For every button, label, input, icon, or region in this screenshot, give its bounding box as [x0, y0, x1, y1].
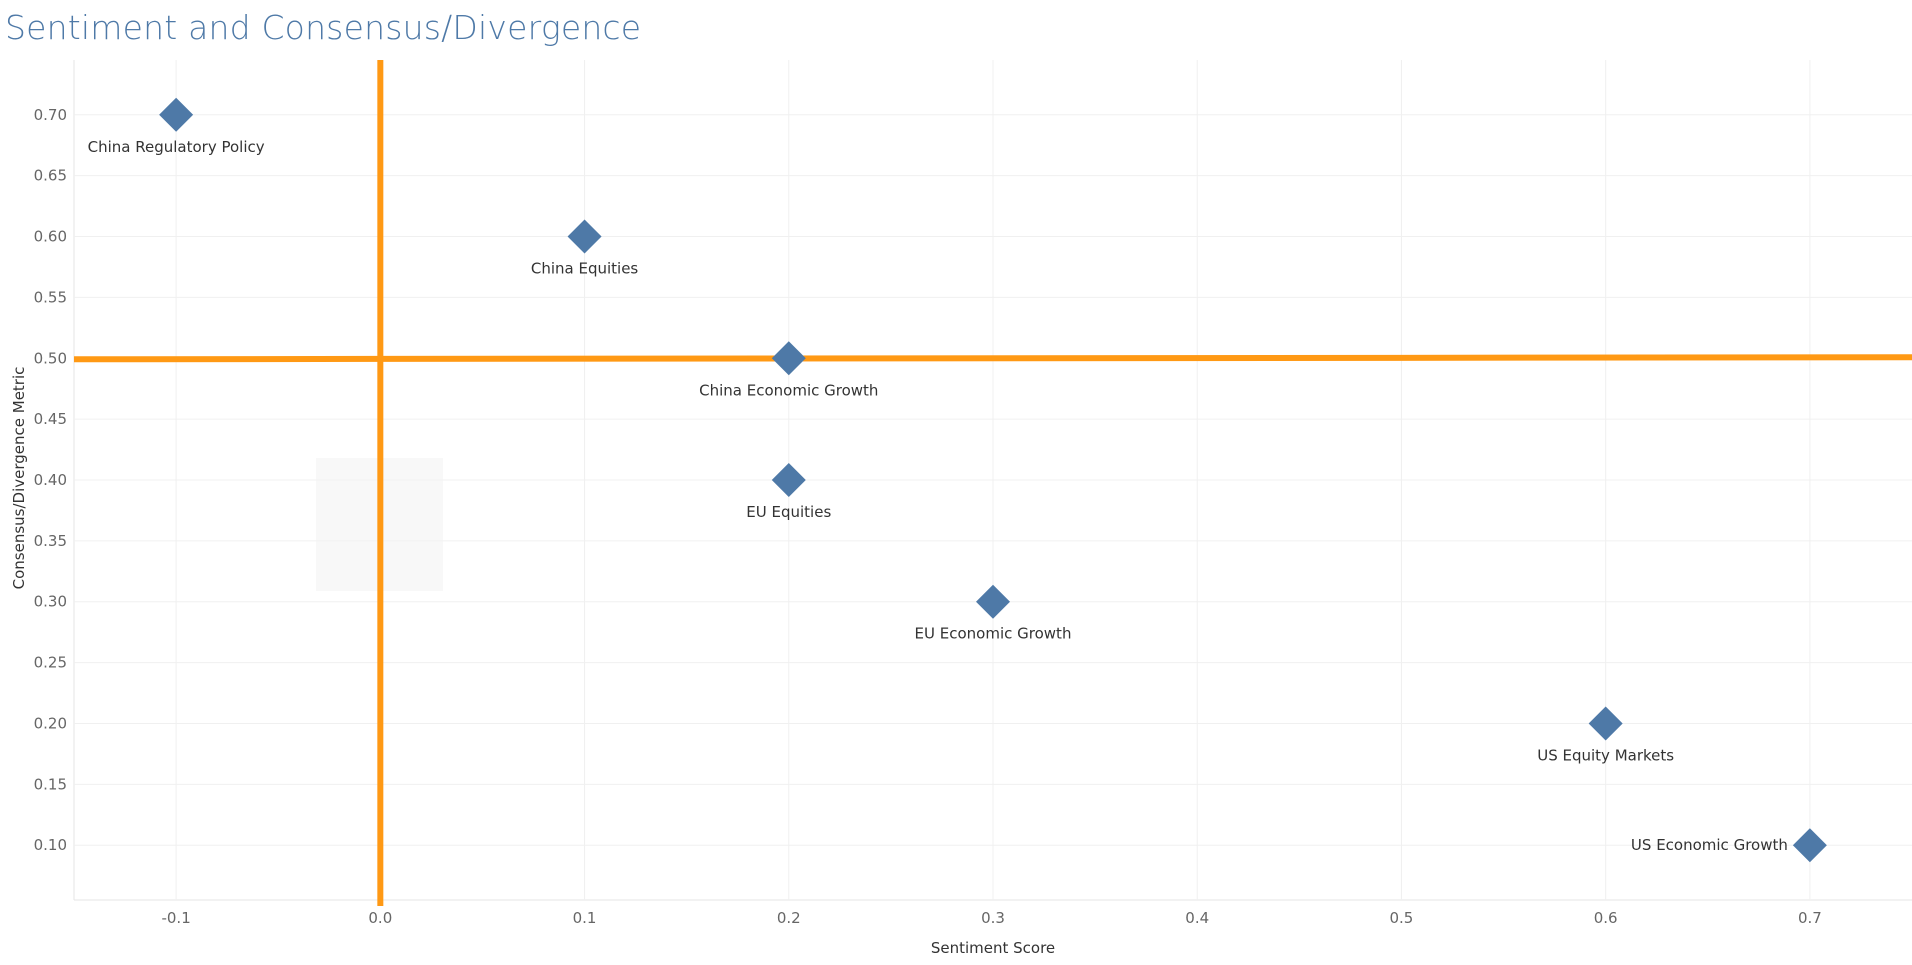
- y-tick-label: 0.70: [34, 106, 67, 124]
- chart-title: Sentiment and Consensus/Divergence: [5, 8, 642, 47]
- y-tick-label: 0.10: [34, 836, 67, 854]
- diamond-marker[interactable]: [1792, 828, 1827, 863]
- y-tick-label: 0.40: [34, 471, 67, 489]
- x-tick-label: -0.1: [161, 909, 190, 927]
- reference-lines: [73, 60, 1912, 906]
- x-tick-label: 0.4: [1185, 909, 1209, 927]
- point-label: US Equity Markets: [1537, 746, 1674, 764]
- y-tick-label: 0.30: [34, 593, 67, 611]
- x-axis-ticks: -0.1 0.0 0.1 0.2 0.3 0.4 0.5 0.6 0.7: [161, 909, 1821, 927]
- y-tick-label: 0.35: [34, 532, 67, 550]
- y-axis-ticks: 0.10 0.15 0.20 0.25 0.30 0.35 0.40 0.45 0.50 0.55…: [34, 106, 67, 854]
- point-label: US Economic Growth: [1631, 836, 1788, 854]
- x-tick-label: 0.1: [573, 909, 597, 927]
- point-label: EU Economic Growth: [915, 625, 1072, 643]
- y-tick-label: 0.15: [34, 775, 67, 793]
- scatter-point[interactable]: US Equity Markets: [1537, 706, 1674, 764]
- x-tick-label: 0.6: [1594, 909, 1618, 927]
- y-tick-label: 0.25: [34, 654, 67, 672]
- point-label: China Regulatory Policy: [88, 138, 265, 156]
- scatter-point[interactable]: EU Equities: [746, 463, 831, 521]
- scatter-point[interactable]: China Regulatory Policy: [88, 97, 265, 156]
- y-tick-label: 0.60: [34, 228, 67, 246]
- y-tick-label: 0.50: [34, 349, 67, 367]
- x-tick-label: 0.7: [1798, 909, 1822, 927]
- diamond-marker[interactable]: [771, 463, 806, 497]
- point-label: China Economic Growth: [699, 381, 878, 399]
- diamond-marker[interactable]: [976, 584, 1010, 619]
- horizontal-reference-line: [73, 354, 1912, 363]
- diamond-marker[interactable]: [1588, 706, 1623, 741]
- y-tick-label: 0.20: [34, 714, 67, 732]
- y-tick-label: 0.55: [34, 288, 67, 306]
- diamond-marker[interactable]: [159, 97, 194, 132]
- scatter-point[interactable]: China Economic Growth: [699, 341, 878, 399]
- diamond-marker[interactable]: [567, 219, 602, 254]
- y-tick-label: 0.65: [34, 167, 67, 185]
- x-tick-label: 0.5: [1390, 909, 1414, 927]
- y-axis-title: Consensus/Divergence Metric: [10, 367, 28, 590]
- x-axis-title: Sentiment Score: [931, 939, 1055, 957]
- scatter-point[interactable]: EU Economic Growth: [915, 584, 1072, 643]
- data-points[interactable]: China Regulatory Policy China Equities Chi…: [88, 97, 1827, 863]
- x-tick-label: 0.3: [981, 909, 1005, 927]
- scatter-point[interactable]: US Economic Growth: [1631, 828, 1827, 863]
- y-tick-label: 0.45: [34, 410, 67, 428]
- point-label: China Equities: [531, 260, 639, 278]
- scatter-point[interactable]: China Equities: [531, 219, 639, 278]
- point-label: EU Equities: [746, 503, 831, 521]
- x-tick-label: 0.0: [368, 909, 392, 927]
- diamond-marker[interactable]: [771, 341, 806, 376]
- x-tick-label: 0.2: [777, 909, 801, 927]
